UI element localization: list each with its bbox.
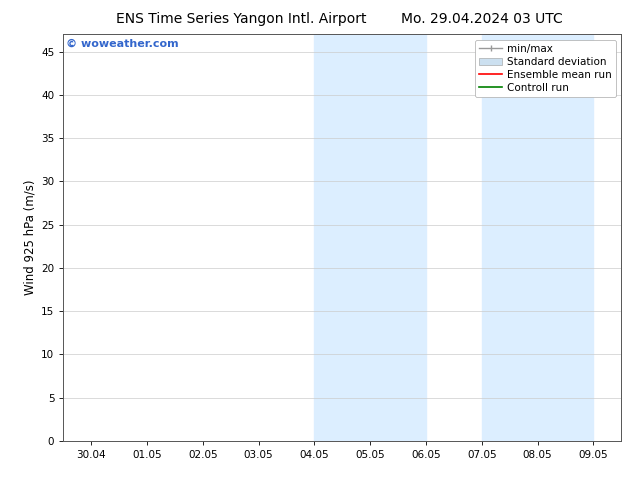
Legend: min/max, Standard deviation, Ensemble mean run, Controll run: min/max, Standard deviation, Ensemble me…: [475, 40, 616, 97]
Bar: [482, 34, 538, 441]
Bar: [538, 34, 593, 441]
Text: Mo. 29.04.2024 03 UTC: Mo. 29.04.2024 03 UTC: [401, 12, 563, 26]
Text: © woweather.com: © woweather.com: [66, 38, 179, 49]
Bar: [370, 34, 426, 441]
Y-axis label: Wind 925 hPa (m/s): Wind 925 hPa (m/s): [24, 180, 37, 295]
Bar: [314, 34, 370, 441]
Text: ENS Time Series Yangon Intl. Airport: ENS Time Series Yangon Intl. Airport: [115, 12, 366, 26]
